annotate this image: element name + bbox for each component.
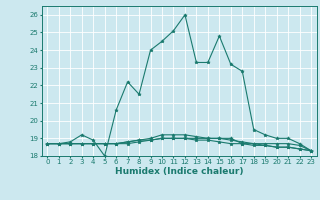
X-axis label: Humidex (Indice chaleur): Humidex (Indice chaleur) bbox=[115, 167, 244, 176]
